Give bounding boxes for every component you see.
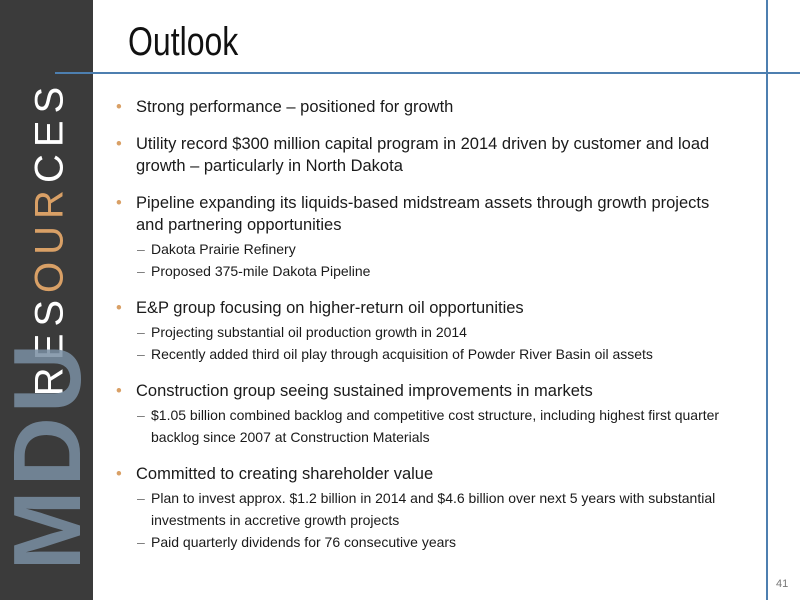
bullet: Committed to creating shareholder value	[112, 463, 722, 485]
sub-bullet: Plan to invest approx. $1.2 billion in 2…	[112, 487, 722, 531]
bullet: E&P group focusing on higher-return oil …	[112, 297, 722, 319]
slide-title: Outlook	[128, 20, 239, 64]
sub-bullet-list: Projecting substantial oil production gr…	[112, 321, 722, 365]
bullet: Utility record $300 million capital prog…	[112, 133, 722, 177]
page-number: 41	[776, 578, 789, 590]
sub-bullet: Paid quarterly dividends for 76 consecut…	[112, 531, 722, 553]
brand-part: CES	[27, 79, 72, 184]
bullet: Strong performance – positioned for grow…	[112, 96, 722, 118]
title-rule	[55, 72, 800, 74]
sub-bullet: $1.05 billion combined backlog and compe…	[112, 404, 722, 448]
bullet: Pipeline expanding its liquids-based mid…	[112, 192, 722, 236]
sub-bullet: Proposed 375-mile Dakota Pipeline	[112, 260, 722, 282]
bullet: Construction group seeing sustained impr…	[112, 380, 722, 402]
sub-bullet: Projecting substantial oil production gr…	[112, 321, 722, 343]
sub-bullet-list: $1.05 billion combined backlog and compe…	[112, 404, 722, 448]
sub-bullet-list: Dakota Prairie RefineryProposed 375-mile…	[112, 238, 722, 282]
sub-bullet: Dakota Prairie Refinery	[112, 238, 722, 260]
sidebar: RESOURCES MDU	[0, 0, 93, 600]
side-rule	[766, 0, 768, 600]
sub-bullet: Recently added third oil play through ac…	[112, 343, 722, 365]
brand-part: OUR	[27, 183, 72, 293]
bullet-list: Strong performance – positioned for grow…	[112, 96, 722, 568]
sub-bullet-list: Plan to invest approx. $1.2 billion in 2…	[112, 487, 722, 553]
logo: MDU	[0, 339, 93, 571]
